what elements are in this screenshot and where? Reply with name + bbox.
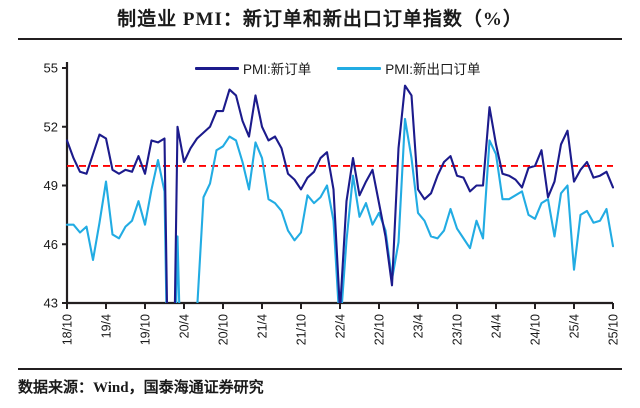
y-axis-tick-label: 52 bbox=[44, 119, 58, 134]
x-axis-tick-label: 23/4 bbox=[412, 314, 426, 338]
line-chart: 43 46 49 52 55 18/10 19/4 19/10 20/4 20/10 21/4 21/… bbox=[44, 61, 621, 346]
footer-divider bbox=[18, 368, 622, 370]
plot-area: 43 46 49 52 55 18/10 19/4 19/10 20/4 20/10 21/4 21/… bbox=[0, 44, 640, 364]
x-axis-tick-label: 20/10 bbox=[217, 314, 231, 345]
x-axis-tick-label: 22/4 bbox=[334, 314, 348, 338]
legend-item-new-export-orders: PMI:新出口订单 bbox=[337, 58, 481, 78]
x-axis-tick-label: 21/10 bbox=[295, 314, 309, 345]
chart-legend: PMI:新订单 PMI:新出口订单 bbox=[195, 58, 481, 78]
legend-swatch-new-orders bbox=[195, 66, 239, 70]
x-axis-tick-label: 25/10 bbox=[607, 314, 621, 345]
y-axis-tick-label: 55 bbox=[44, 61, 58, 76]
x-axis-tick-label: 19/10 bbox=[139, 314, 153, 345]
x-axis-tick-label: 21/4 bbox=[256, 314, 270, 338]
x-axis-tick-label: 24/4 bbox=[490, 314, 504, 338]
x-axis-tick-label: 25/4 bbox=[568, 314, 582, 338]
x-axis-tick-label: 18/10 bbox=[61, 314, 75, 345]
legend-swatch-new-export-orders bbox=[337, 66, 382, 70]
series-line-new-orders bbox=[66, 84, 614, 303]
x-axis-tick-label: 24/10 bbox=[529, 314, 543, 345]
x-axis-tick-label: 22/10 bbox=[373, 314, 387, 345]
legend-item-new-orders: PMI:新订单 bbox=[195, 58, 311, 78]
title-block: 制造业 PMI：新订单和新出口订单指数（%） bbox=[0, 0, 640, 44]
title-divider bbox=[18, 38, 622, 40]
y-axis-tick-label: 43 bbox=[44, 296, 58, 311]
x-axis-tick-label: 19/4 bbox=[100, 314, 114, 338]
legend-label-new-export-orders: PMI:新出口订单 bbox=[385, 62, 481, 77]
source-note: 数据来源：Wind，国泰海通证券研究 bbox=[18, 380, 264, 396]
x-axis-tick-label: 20/4 bbox=[178, 314, 192, 338]
page-title: 制造业 PMI：新订单和新出口订单指数（%） bbox=[117, 9, 523, 30]
y-axis-tick-label: 46 bbox=[44, 237, 58, 252]
x-axis-tick-label: 23/10 bbox=[451, 314, 465, 345]
legend-label-new-orders: PMI:新订单 bbox=[243, 62, 312, 77]
series-line-new-export-orders bbox=[66, 117, 614, 303]
y-axis-tick-label: 49 bbox=[44, 178, 58, 193]
